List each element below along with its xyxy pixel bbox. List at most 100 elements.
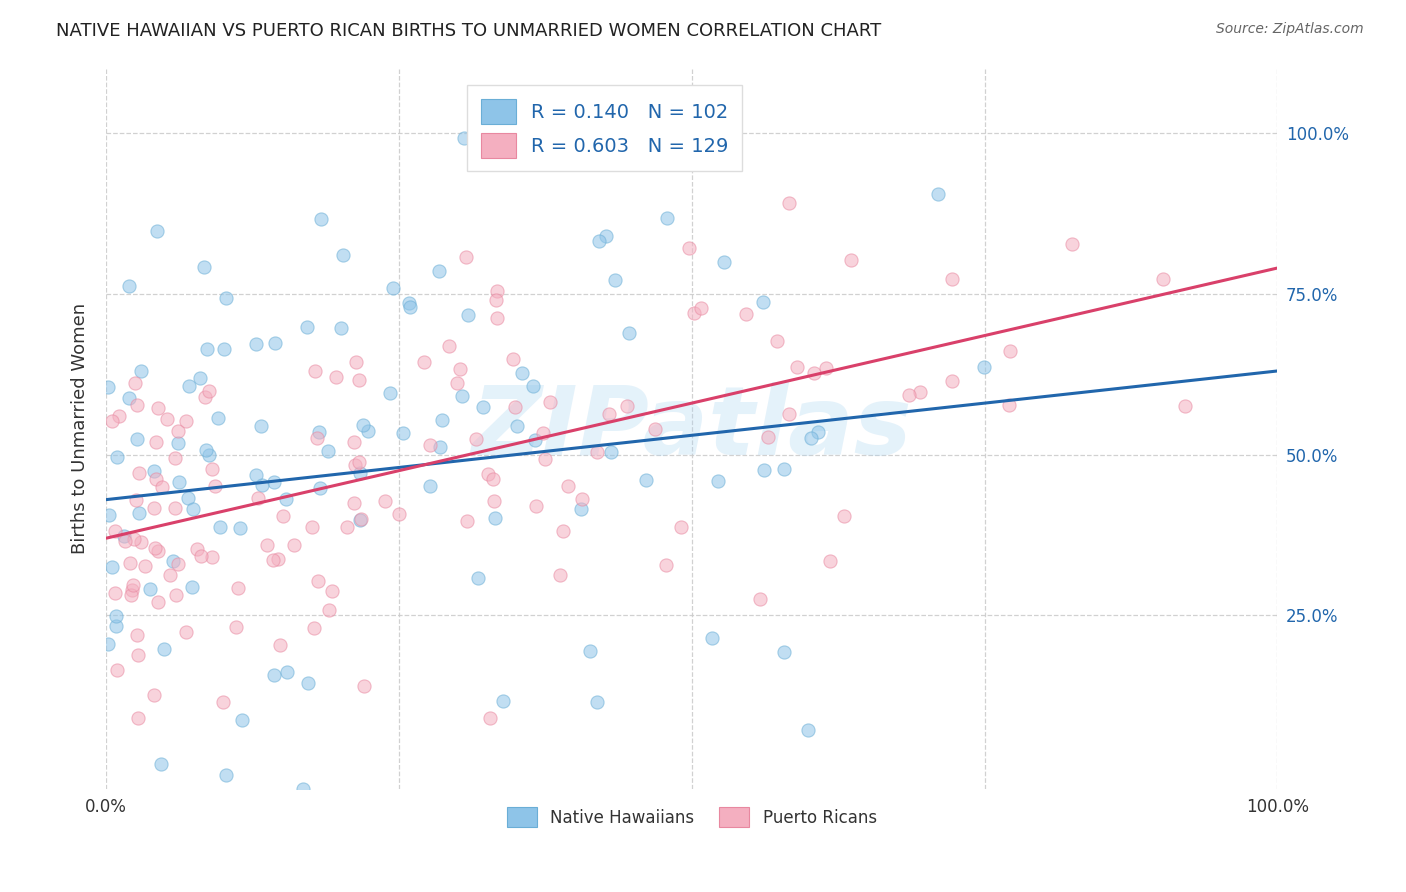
Point xyxy=(195,343,218,357)
Point xyxy=(146,401,169,416)
Text: Source: ZipAtlas.com: Source: ZipAtlas.com xyxy=(1216,22,1364,37)
Point xyxy=(165,451,187,466)
Point xyxy=(127,628,149,642)
Point xyxy=(973,359,995,374)
Point xyxy=(204,479,226,493)
Point xyxy=(352,417,374,432)
Point xyxy=(464,432,486,446)
Point xyxy=(108,409,131,423)
Point xyxy=(167,425,190,439)
Point xyxy=(430,413,453,427)
Point xyxy=(595,228,617,243)
Point xyxy=(347,455,370,469)
Y-axis label: Births to Unmarried Women: Births to Unmarried Women xyxy=(72,303,89,555)
Point xyxy=(551,524,574,538)
Point xyxy=(256,538,278,552)
Point xyxy=(756,430,779,444)
Point xyxy=(343,458,366,473)
Point xyxy=(97,637,120,651)
Point xyxy=(308,425,330,439)
Point xyxy=(453,131,475,145)
Point xyxy=(1152,272,1174,286)
Point xyxy=(127,648,149,662)
Point xyxy=(585,444,607,458)
Point xyxy=(485,310,508,325)
Point xyxy=(208,520,231,534)
Point xyxy=(193,260,215,274)
Point xyxy=(706,474,728,488)
Point xyxy=(297,676,319,690)
Point xyxy=(103,586,125,600)
Point xyxy=(531,425,554,440)
Point xyxy=(250,418,273,433)
Point xyxy=(557,479,579,493)
Point xyxy=(531,155,554,169)
Point xyxy=(125,432,148,446)
Point xyxy=(195,442,218,457)
Point xyxy=(398,296,420,310)
Point xyxy=(510,366,533,380)
Point xyxy=(307,431,329,445)
Point xyxy=(1174,399,1197,413)
Point xyxy=(134,559,156,574)
Point xyxy=(578,643,600,657)
Point xyxy=(143,464,166,478)
Point xyxy=(690,301,713,315)
Point xyxy=(274,492,297,507)
Point xyxy=(176,491,198,505)
Point xyxy=(456,514,478,528)
Point xyxy=(449,362,471,376)
Point xyxy=(841,252,863,267)
Point xyxy=(125,399,148,413)
Point xyxy=(269,638,291,652)
Point xyxy=(927,186,949,201)
Point xyxy=(231,714,253,728)
Point xyxy=(382,281,405,295)
Point xyxy=(122,578,145,592)
Point xyxy=(201,550,224,565)
Point xyxy=(120,556,142,570)
Point xyxy=(263,335,285,350)
Point xyxy=(586,695,609,709)
Point xyxy=(332,248,354,262)
Point xyxy=(599,445,621,459)
Point xyxy=(392,425,415,440)
Point xyxy=(506,419,529,434)
Point xyxy=(167,558,190,572)
Point xyxy=(122,533,145,547)
Point xyxy=(347,373,370,387)
Point xyxy=(820,554,842,568)
Point xyxy=(100,414,122,428)
Point xyxy=(129,535,152,549)
Point xyxy=(283,537,305,551)
Point xyxy=(773,644,796,658)
Point xyxy=(427,263,450,277)
Point xyxy=(190,549,212,563)
Point xyxy=(321,583,343,598)
Point xyxy=(212,695,235,709)
Point xyxy=(302,621,325,635)
Point xyxy=(118,279,141,293)
Point xyxy=(450,389,472,403)
Point xyxy=(143,689,166,703)
Point xyxy=(98,508,121,522)
Point xyxy=(316,444,339,458)
Point xyxy=(174,414,197,428)
Point xyxy=(446,376,468,391)
Point xyxy=(114,533,136,548)
Point xyxy=(634,473,657,487)
Point xyxy=(534,451,557,466)
Point xyxy=(229,521,252,535)
Point xyxy=(571,491,593,506)
Point xyxy=(120,588,142,602)
Point xyxy=(247,491,270,505)
Point xyxy=(263,668,285,682)
Point xyxy=(250,477,273,491)
Point xyxy=(225,619,247,633)
Point xyxy=(941,375,963,389)
Point xyxy=(153,641,176,656)
Point xyxy=(502,351,524,366)
Point xyxy=(188,371,211,385)
Point xyxy=(388,507,411,521)
Point xyxy=(749,592,772,607)
